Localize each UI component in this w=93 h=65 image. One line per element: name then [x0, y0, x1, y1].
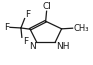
Text: NH: NH: [56, 42, 69, 51]
Text: F: F: [23, 37, 28, 46]
Text: CH₃: CH₃: [74, 24, 89, 33]
Text: F: F: [26, 10, 31, 19]
Text: Cl: Cl: [42, 2, 51, 11]
Text: F: F: [4, 23, 9, 32]
Text: N: N: [29, 42, 36, 51]
